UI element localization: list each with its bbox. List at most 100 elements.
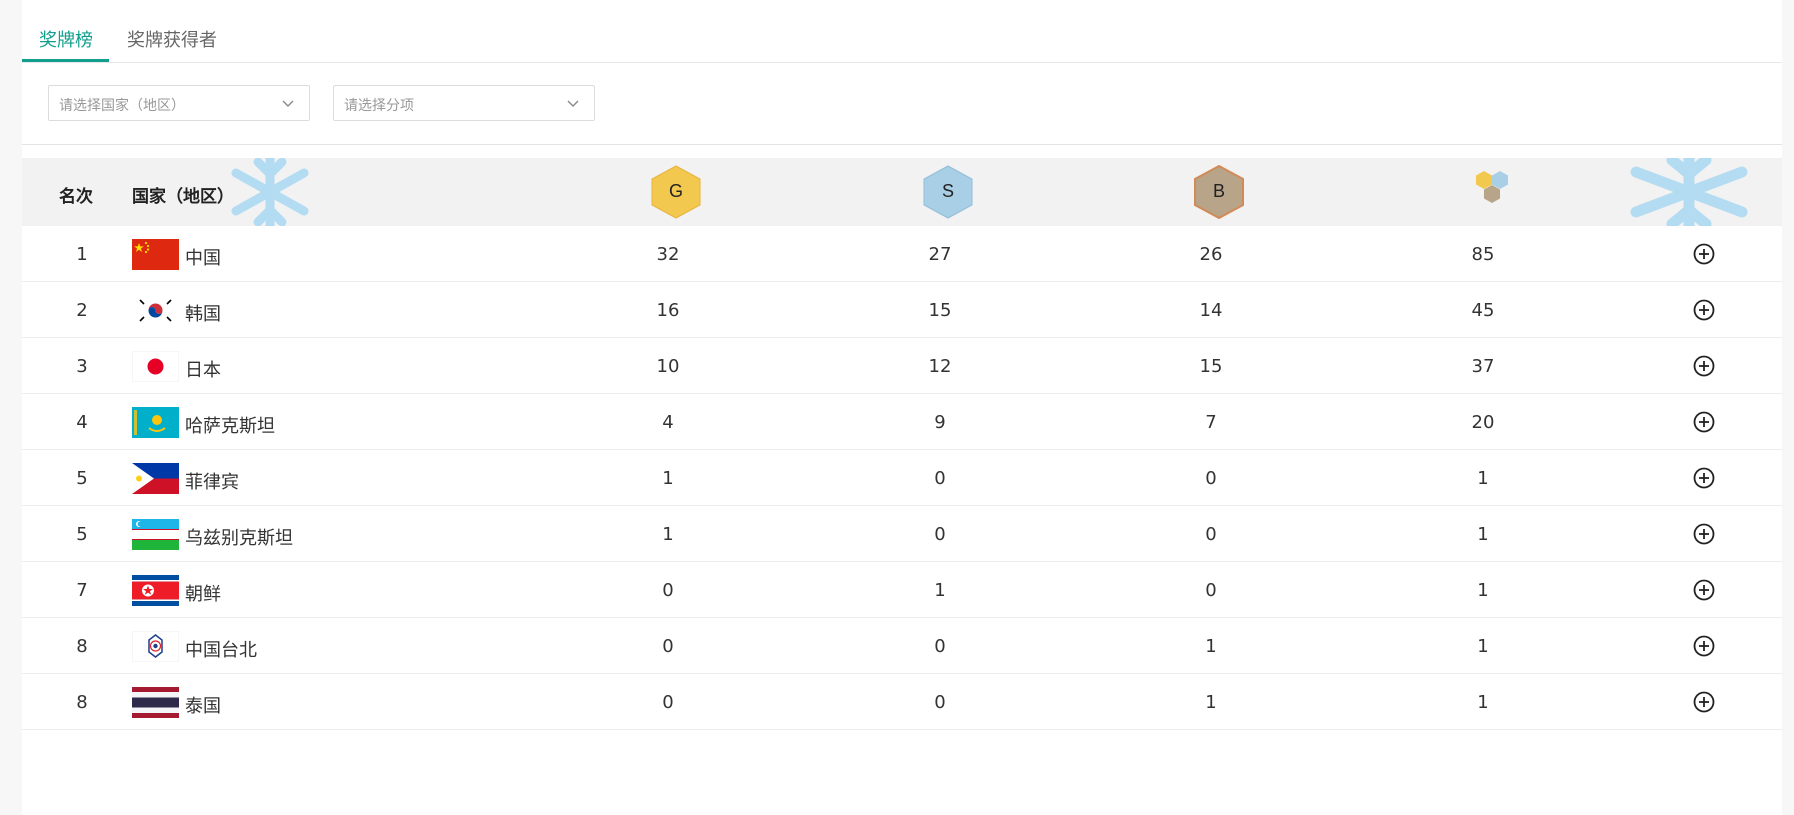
country-name: 哈萨克斯坦 — [185, 416, 275, 437]
rank-cell: 2 — [76, 300, 88, 321]
total-medals-header[interactable] — [1464, 164, 1518, 220]
gold-count: 1 — [662, 524, 674, 545]
silver-medal-header[interactable]: S — [921, 164, 975, 220]
total-count: 1 — [1477, 580, 1489, 601]
flag-japan-icon — [132, 351, 179, 382]
silver-count: 27 — [928, 244, 952, 265]
expand-row-button[interactable] — [1693, 523, 1715, 545]
gold-count: 32 — [656, 244, 680, 265]
bronze-count: 14 — [1199, 300, 1223, 321]
silver-count: 0 — [934, 524, 946, 545]
expand-row-button[interactable] — [1693, 467, 1715, 489]
rank-cell: 5 — [76, 468, 88, 489]
flag-korea-icon — [132, 295, 179, 326]
bronze-count: 1 — [1205, 636, 1217, 657]
silver-count: 9 — [934, 412, 946, 433]
rank-cell: 5 — [76, 524, 88, 545]
rank-cell: 3 — [76, 356, 88, 377]
silver-count: 0 — [934, 468, 946, 489]
event-select-placeholder: 请选择分项 — [344, 98, 414, 114]
table-row: 3 日本 10 12 15 37 — [22, 338, 1782, 394]
country-name: 菲律宾 — [185, 472, 239, 493]
total-count: 1 — [1477, 468, 1489, 489]
silver-header-label: S — [941, 181, 954, 201]
expand-row-button[interactable] — [1693, 355, 1715, 377]
table-row: 7 朝鲜 0 1 0 1 — [22, 562, 1782, 618]
bronze-count: 15 — [1199, 356, 1223, 377]
gold-count: 0 — [662, 580, 674, 601]
table-row: 8 中国台北 0 0 1 1 — [22, 618, 1782, 674]
country-name: 乌兹别克斯坦 — [185, 528, 293, 549]
rank-cell: 7 — [76, 580, 88, 601]
expand-row-button[interactable] — [1693, 691, 1715, 713]
silver-count: 15 — [928, 300, 952, 321]
table-row: 5 菲律宾 1 0 0 1 — [22, 450, 1782, 506]
event-select[interactable]: 请选择分项 — [333, 85, 595, 121]
expand-row-button[interactable] — [1693, 243, 1715, 265]
chevron-down-icon — [567, 100, 579, 107]
bronze-header-label: B — [1212, 181, 1225, 201]
medal-cluster-icon — [1476, 171, 1508, 203]
country-select[interactable]: 请选择国家（地区） — [48, 85, 310, 121]
expand-row-button[interactable] — [1693, 299, 1715, 321]
expand-row-button[interactable] — [1693, 635, 1715, 657]
bronze-count: 0 — [1205, 524, 1217, 545]
silver-count: 0 — [934, 636, 946, 657]
flag-uzbekistan-icon — [132, 519, 179, 550]
total-count: 20 — [1471, 412, 1495, 433]
flag-kazakhstan-icon — [132, 407, 179, 438]
total-count: 37 — [1471, 356, 1495, 377]
rank-cell: 4 — [76, 412, 88, 433]
bronze-hexagon-icon — [1194, 164, 1244, 220]
bronze-count: 1 — [1205, 692, 1217, 713]
gold-medal-header[interactable]: G — [649, 164, 703, 220]
tab-medalists[interactable]: 奖牌获得者 — [127, 30, 217, 51]
country-name: 日本 — [185, 360, 221, 381]
total-count: 85 — [1471, 244, 1495, 265]
total-count: 45 — [1471, 300, 1495, 321]
expand-row-button[interactable] — [1693, 579, 1715, 601]
gold-count: 0 — [662, 636, 674, 657]
table-row: 1 中国 32 27 26 85 — [22, 226, 1782, 282]
expand-row-button[interactable] — [1693, 411, 1715, 433]
country-name: 朝鲜 — [185, 584, 221, 605]
gold-count: 16 — [656, 300, 680, 321]
gold-hexagon-icon — [651, 165, 701, 219]
flag-thailand-icon — [132, 687, 179, 718]
silver-count: 0 — [934, 692, 946, 713]
flag-china-icon — [132, 239, 179, 270]
table-header: 名次 国家（地区） G S B — [22, 158, 1782, 226]
total-count: 1 — [1477, 524, 1489, 545]
bronze-medal-header[interactable]: B — [1192, 164, 1246, 220]
silver-count: 1 — [934, 580, 946, 601]
tab-medal-table[interactable]: 奖牌榜 — [39, 30, 93, 51]
plus-circle-icon — [1693, 355, 1715, 377]
active-tab-indicator — [22, 59, 109, 62]
snowflake-icon — [1630, 158, 1748, 226]
rank-cell: 8 — [76, 636, 88, 657]
silver-hexagon-icon — [923, 165, 973, 219]
plus-circle-icon — [1693, 635, 1715, 657]
snowflake-icon — [231, 158, 309, 226]
chevron-down-icon — [282, 100, 294, 107]
bronze-count: 7 — [1205, 412, 1217, 433]
gold-count: 4 — [662, 412, 674, 433]
country-header: 国家（地区） — [132, 187, 234, 207]
country-name: 中国台北 — [185, 640, 257, 661]
plus-circle-icon — [1693, 243, 1715, 265]
flag-chinese-taipei-icon — [132, 631, 179, 662]
plus-circle-icon — [1693, 467, 1715, 489]
country-name: 中国 — [185, 248, 221, 269]
tab-bar: 奖牌榜 奖牌获得者 — [22, 0, 1782, 63]
rank-cell: 1 — [76, 244, 88, 265]
table-row: 8 泰国 0 0 1 1 — [22, 674, 1782, 730]
filter-bar: 请选择国家（地区） 请选择分项 — [22, 63, 1782, 145]
plus-circle-icon — [1693, 411, 1715, 433]
rank-cell: 8 — [76, 692, 88, 713]
plus-circle-icon — [1693, 691, 1715, 713]
gold-header-label: G — [668, 181, 683, 201]
country-select-placeholder: 请选择国家（地区） — [59, 98, 185, 114]
table-row: 4 哈萨克斯坦 4 9 7 20 — [22, 394, 1782, 450]
table-row: 2 韩国 16 15 14 45 — [22, 282, 1782, 338]
country-name: 韩国 — [185, 304, 221, 325]
